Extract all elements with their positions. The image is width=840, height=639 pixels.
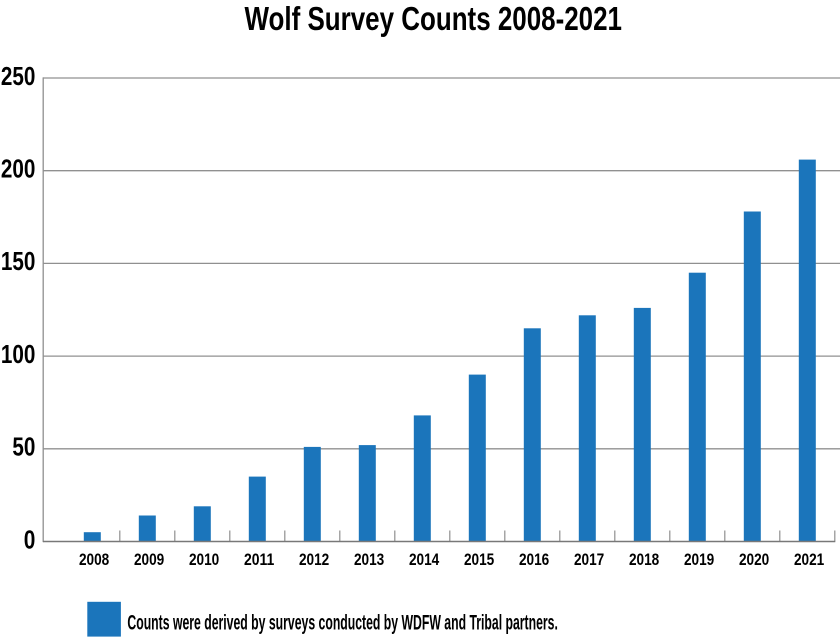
svg-text:2013: 2013 [354, 550, 384, 569]
svg-text:2009: 2009 [134, 550, 164, 569]
svg-text:2010: 2010 [189, 550, 219, 569]
svg-text:150: 150 [1, 248, 36, 276]
svg-text:2011: 2011 [244, 550, 274, 569]
svg-text:Wolf Survey Counts 2008-2021: Wolf Survey Counts 2008-2021 [245, 1, 623, 38]
svg-text:2012: 2012 [299, 550, 329, 569]
svg-text:50: 50 [12, 434, 35, 462]
svg-text:Counts were derived by surveys: Counts were derived by surveys conducted… [127, 611, 558, 634]
svg-text:200: 200 [1, 156, 36, 184]
svg-text:2021: 2021 [794, 550, 824, 569]
svg-text:2018: 2018 [629, 550, 659, 569]
svg-text:2019: 2019 [684, 550, 714, 569]
svg-text:2014: 2014 [409, 550, 440, 569]
svg-text:2020: 2020 [739, 550, 769, 569]
svg-text:2017: 2017 [574, 550, 604, 569]
svg-text:2015: 2015 [464, 550, 494, 569]
svg-text:100: 100 [1, 341, 36, 369]
svg-text:2008: 2008 [79, 550, 109, 569]
svg-text:0: 0 [24, 526, 36, 554]
svg-text:2016: 2016 [519, 550, 549, 569]
svg-text:250: 250 [1, 63, 36, 91]
